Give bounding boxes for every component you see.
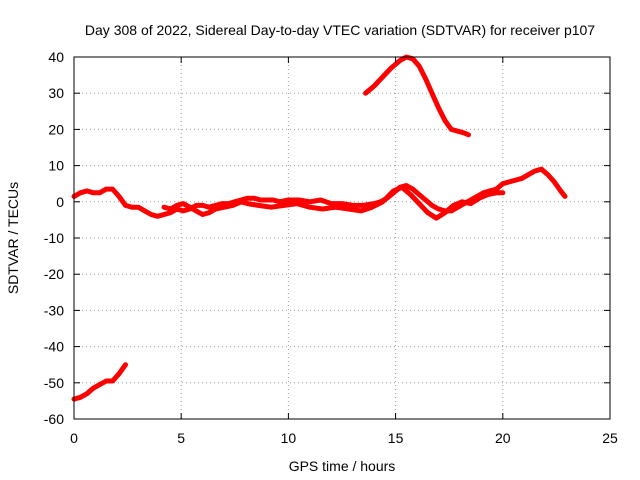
y-tick-label: -20 [44,266,64,282]
x-tick-label: 0 [70,430,78,446]
grid-layer [74,57,610,419]
y-tick-label: -10 [44,230,64,246]
x-tick-label: 5 [177,430,185,446]
y-tick-label: 0 [56,194,64,210]
x-tick-label: 10 [281,430,297,446]
x-tick-label: 25 [602,430,618,446]
y-tick-label: 30 [48,85,64,101]
y-tick-label: -40 [44,339,64,355]
series-lower-segment [71,362,128,402]
y-tick-label: 20 [48,121,64,137]
series-layer [71,54,568,402]
chart-title: Day 308 of 2022, Sidereal Day-to-day VTE… [85,22,595,38]
x-tick-label: 20 [495,430,511,446]
series-lower-band [161,184,506,221]
x-axis-label: GPS time / hours [289,458,396,474]
y-tick-label: -30 [44,302,64,318]
y-tick-label: 40 [48,49,64,65]
x-tick-label: 15 [388,430,404,446]
y-tick-label: -50 [44,375,64,391]
y-axis-label: SDTVAR / TECUs [5,182,21,294]
series-upper-arc [363,54,471,138]
y-tick-label: 10 [48,158,64,174]
tick-layer: 0 5 10 15 20 25 -60 -50 -40 -30 -20 -10 0 10 20 30 40 [44,49,618,446]
series-main-band [71,166,568,219]
y-tick-label: -60 [44,411,64,427]
